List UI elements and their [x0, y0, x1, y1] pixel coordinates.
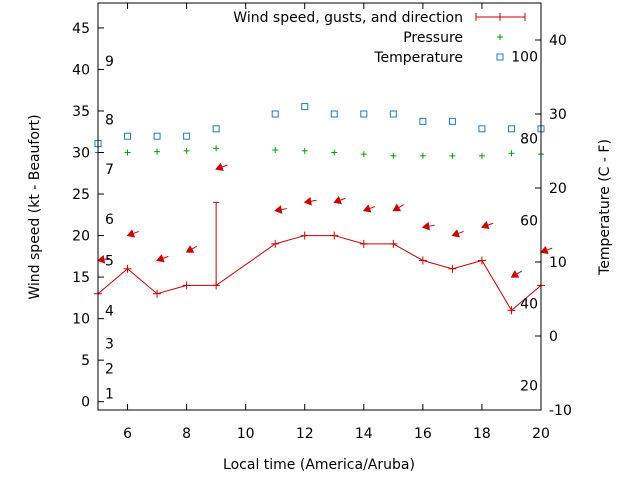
y-left-tick-label: 5 — [81, 353, 90, 369]
legend-label: Wind speed, gusts, and direction — [233, 10, 463, 26]
fahrenheit-label: 80 — [520, 131, 538, 147]
plot-marks — [94, 103, 553, 315]
y-right-tick-label: 0 — [549, 329, 558, 345]
wind-arrow-head — [481, 220, 490, 230]
wind-arrow-head — [185, 245, 195, 253]
y-left-tick-label: 20 — [72, 229, 90, 245]
x-tick-label: 20 — [532, 426, 550, 442]
legend-temperature-marker — [496, 53, 504, 61]
temperature-point — [478, 125, 486, 133]
temperature-point — [212, 125, 220, 133]
temperature-point — [389, 110, 397, 118]
y-right-tick-label: 30 — [549, 107, 567, 123]
temperature-point — [419, 117, 427, 125]
wind-direction-arrows — [97, 162, 553, 278]
y-left-tick-label: 10 — [72, 312, 90, 328]
y-left-tick-label: 30 — [72, 146, 90, 162]
y-left-tick-label: 40 — [72, 62, 90, 78]
fahrenheit-label: 100 — [511, 49, 538, 65]
x-tick-label: 14 — [355, 426, 373, 442]
y-left-tick-label: 15 — [72, 270, 90, 286]
series-2 — [94, 103, 545, 148]
y-left-tick-label: 45 — [72, 21, 90, 37]
beaufort-label: 7 — [105, 162, 114, 178]
beaufort-label: 2 — [105, 361, 114, 377]
wind-arrow-head — [215, 162, 224, 172]
wind-arrow-head — [333, 196, 342, 205]
series-1 — [95, 145, 544, 159]
fahrenheit-label: 60 — [520, 214, 538, 230]
x-tick-label: 16 — [414, 426, 432, 442]
y-left-tick-label: 25 — [72, 187, 90, 203]
wind-arrow-head — [451, 229, 461, 238]
y-right-tick-label: 20 — [549, 181, 567, 197]
y-right-tick-label: 40 — [549, 33, 567, 49]
beaufort-label: 8 — [105, 112, 114, 128]
wind-arrow-head — [156, 254, 165, 263]
y-axis-right-label: Temperature (C - F) — [597, 139, 613, 276]
legend-label: Pressure — [403, 30, 463, 46]
wind-arrow-head — [303, 196, 312, 206]
x-axis-label: Local time (America/Aruba) — [223, 457, 415, 473]
wind-arrow-head — [362, 204, 372, 213]
temperature-point — [183, 132, 191, 140]
wind-arrow-head — [274, 205, 283, 214]
series-0 — [94, 201, 545, 315]
y-left-tick-label: 35 — [72, 104, 90, 120]
x-tick-label: 18 — [473, 426, 491, 442]
wind-speed-line — [97, 235, 542, 312]
temperature-point — [124, 132, 132, 140]
wind-arrow-head — [126, 229, 136, 238]
y-left-tick-label: 0 — [81, 395, 90, 411]
y-right-tick-label: -10 — [549, 403, 572, 419]
x-tick-label: 8 — [182, 426, 191, 442]
temperature-point — [448, 117, 456, 125]
temperature-point — [360, 110, 368, 118]
wind-arrow-head — [421, 221, 431, 231]
wind-arrow-head — [540, 245, 549, 255]
fahrenheit-label: 20 — [520, 379, 538, 395]
plot-frame — [97, 2, 542, 411]
temperature-point — [330, 110, 338, 118]
y-right-tick-label: 10 — [549, 255, 567, 271]
temperature-point — [153, 132, 161, 140]
beaufort-label: 1 — [105, 386, 114, 402]
legend-label: Temperature — [373, 50, 463, 66]
temperature-point — [271, 110, 279, 118]
fahrenheit-label: 40 — [520, 296, 538, 312]
temperature-point — [301, 103, 309, 111]
y-axis-left-label: Wind speed (kt - Beaufort) — [27, 114, 43, 299]
beaufort-label: 4 — [105, 303, 114, 319]
wind-arrow-head — [97, 255, 106, 264]
x-tick-label: 12 — [296, 426, 314, 442]
x-tick-label: 10 — [237, 426, 255, 442]
wind-arrow-head — [392, 203, 402, 212]
beaufort-label: 6 — [105, 212, 114, 228]
beaufort-label: 3 — [105, 337, 114, 353]
wind-arrow-head — [510, 270, 520, 278]
beaufort-label: 5 — [105, 253, 114, 269]
axis-ticks: 6 8 10 12 14 16 18 20051015202530354045-1001020… — [72, 3, 572, 442]
beaufort-label: 9 — [105, 54, 114, 70]
legend: Wind speed, gusts, and direction Pressure… — [233, 10, 526, 66]
x-tick-label: 6 — [123, 426, 132, 442]
temperature-point — [507, 125, 515, 133]
